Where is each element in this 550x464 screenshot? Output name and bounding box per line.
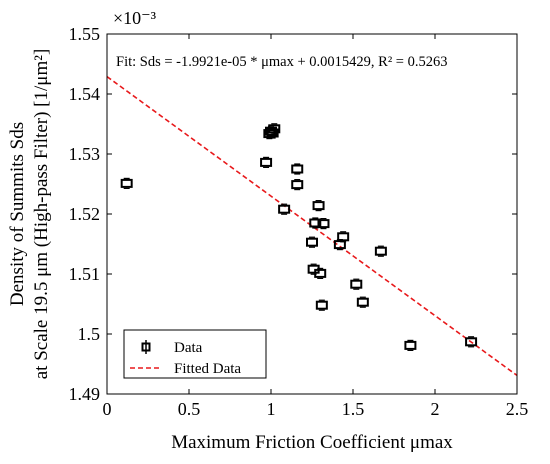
legend: Data Fitted Data [123, 329, 267, 379]
y-axis-label-line2: at Scale 19.5 μm (High-pass Filter) [1/μ… [31, 49, 52, 380]
y-tick-label: 1.53 [69, 144, 101, 164]
legend-fit-label: Fitted Data [174, 361, 241, 377]
point-marker [278, 204, 291, 214]
y-tick-label: 1.49 [69, 384, 101, 404]
y-axis-exponent: ×10⁻³ [113, 8, 157, 28]
y-tick-label: 1.5 [78, 324, 101, 344]
point-marker [404, 340, 417, 350]
data-point [309, 217, 322, 229]
point-marker [291, 164, 304, 174]
x-axis-label: Maximum Friction Coefficient μmax [171, 432, 453, 453]
data-point [404, 339, 417, 351]
point-marker [268, 124, 281, 134]
point-marker [315, 300, 328, 310]
x-tick-label: 2 [431, 399, 440, 419]
x-tick-label: 0.5 [178, 399, 201, 419]
data-series [120, 123, 478, 351]
point-marker [120, 178, 133, 188]
data-point [260, 156, 273, 168]
data-point [291, 179, 304, 191]
y-tick-label: 1.52 [69, 204, 101, 224]
point-marker [260, 157, 273, 167]
point-marker [356, 297, 369, 307]
data-point [268, 123, 281, 135]
point-marker [317, 219, 330, 229]
data-point [337, 231, 350, 243]
point-marker [465, 337, 478, 347]
data-point [465, 336, 478, 348]
point-marker [291, 180, 304, 190]
data-point [314, 267, 327, 279]
point-marker [350, 279, 363, 289]
point-marker [306, 237, 318, 247]
x-tick-label: 1.5 [342, 399, 365, 419]
x-axis-ticks: 0 0.5 1 1.5 2 2.5 [103, 34, 529, 419]
point-marker [314, 268, 327, 278]
legend-box [123, 329, 267, 379]
point-marker [309, 218, 322, 228]
point-marker [374, 246, 387, 256]
data-point [317, 218, 330, 230]
y-tick-label: 1.55 [69, 24, 101, 44]
fitted-line [106, 75, 518, 377]
data-point [120, 177, 133, 189]
data-point [315, 299, 328, 311]
data-point [312, 200, 325, 212]
data-point [291, 163, 304, 175]
y-tick-label: 1.51 [69, 264, 101, 284]
y-axis-label-line1: Density of Summits Sds [7, 122, 28, 306]
data-point [278, 203, 291, 215]
data-point [374, 245, 387, 257]
x-tick-label: 2.5 [506, 399, 529, 419]
y-axis-ticks: 1.49 1.5 1.51 1.52 1.53 1.54 1.55 [69, 24, 517, 404]
point-marker [337, 232, 350, 242]
y-tick-label: 1.54 [69, 84, 101, 104]
data-point [350, 278, 363, 290]
x-tick-label: 0 [103, 399, 112, 419]
legend-data-marker [141, 342, 151, 352]
fitted-line-series [106, 75, 518, 377]
legend-data-label: Data [174, 340, 203, 356]
data-point [306, 236, 318, 248]
fit-equation: Fit: Sds = -1.9921e-05 * μmax + 0.001542… [116, 54, 448, 70]
data-point [356, 296, 369, 308]
x-tick-label: 1 [267, 399, 276, 419]
point-marker [312, 201, 325, 211]
